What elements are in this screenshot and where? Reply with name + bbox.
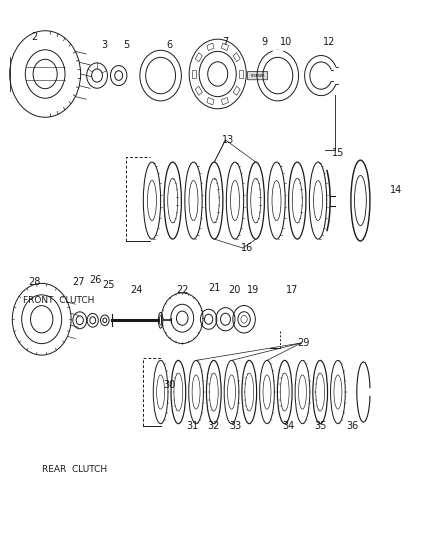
Bar — [192, 70, 197, 78]
Text: RETAINER: RETAINER — [250, 74, 265, 78]
Ellipse shape — [209, 373, 218, 411]
Text: 20: 20 — [228, 285, 240, 295]
Ellipse shape — [292, 178, 302, 223]
Ellipse shape — [159, 312, 163, 328]
Ellipse shape — [206, 360, 221, 424]
Ellipse shape — [334, 375, 342, 409]
Text: 29: 29 — [297, 338, 310, 348]
Ellipse shape — [314, 181, 322, 221]
Ellipse shape — [143, 162, 161, 239]
Ellipse shape — [277, 360, 292, 424]
Ellipse shape — [298, 375, 307, 409]
FancyBboxPatch shape — [247, 71, 268, 80]
Ellipse shape — [280, 373, 289, 411]
Text: 24: 24 — [131, 285, 143, 295]
Bar — [195, 53, 202, 62]
Text: FRONT  CLUTCH: FRONT CLUTCH — [23, 296, 95, 305]
Text: 21: 21 — [208, 282, 221, 293]
Ellipse shape — [245, 373, 254, 411]
Ellipse shape — [242, 360, 257, 424]
Ellipse shape — [263, 375, 271, 409]
Text: 33: 33 — [230, 421, 242, 431]
Ellipse shape — [260, 360, 274, 424]
Text: 2: 2 — [31, 32, 38, 42]
Text: 7: 7 — [223, 37, 229, 47]
Ellipse shape — [174, 373, 183, 411]
Ellipse shape — [228, 375, 236, 409]
Ellipse shape — [316, 373, 325, 411]
Text: 22: 22 — [176, 285, 188, 295]
Text: 26: 26 — [89, 274, 102, 285]
Bar — [233, 53, 240, 62]
Ellipse shape — [354, 175, 366, 225]
Ellipse shape — [171, 360, 186, 424]
Text: 36: 36 — [346, 421, 358, 431]
Ellipse shape — [164, 162, 181, 239]
Text: 5: 5 — [123, 40, 129, 50]
Ellipse shape — [205, 162, 223, 239]
Text: REAR  CLUTCH: REAR CLUTCH — [42, 465, 107, 474]
Ellipse shape — [230, 181, 240, 221]
Ellipse shape — [185, 162, 202, 239]
Text: 34: 34 — [282, 421, 294, 431]
Text: 15: 15 — [332, 148, 344, 158]
Ellipse shape — [189, 181, 198, 221]
Text: 14: 14 — [390, 185, 403, 195]
Text: 3: 3 — [101, 40, 107, 50]
Text: 16: 16 — [241, 243, 253, 253]
Ellipse shape — [168, 178, 178, 223]
Ellipse shape — [289, 162, 306, 239]
Bar — [195, 86, 202, 95]
Ellipse shape — [226, 162, 244, 239]
Text: 32: 32 — [208, 421, 220, 431]
Bar — [207, 98, 214, 105]
Ellipse shape — [224, 360, 239, 424]
Ellipse shape — [309, 162, 327, 239]
Ellipse shape — [331, 360, 345, 424]
Text: 25: 25 — [102, 280, 115, 290]
Bar — [233, 86, 240, 95]
Ellipse shape — [268, 162, 285, 239]
Bar — [239, 70, 243, 78]
Ellipse shape — [251, 178, 261, 223]
Ellipse shape — [272, 181, 281, 221]
Text: 27: 27 — [72, 277, 85, 287]
Text: 12: 12 — [323, 37, 336, 47]
Text: 6: 6 — [166, 40, 172, 50]
Ellipse shape — [313, 360, 328, 424]
Bar — [221, 43, 229, 51]
Text: 19: 19 — [247, 285, 259, 295]
Text: 10: 10 — [280, 37, 292, 47]
Ellipse shape — [148, 181, 156, 221]
Text: 31: 31 — [186, 421, 198, 431]
Ellipse shape — [209, 178, 219, 223]
Bar — [207, 43, 214, 51]
Ellipse shape — [351, 160, 370, 241]
Text: 28: 28 — [28, 277, 41, 287]
Text: 9: 9 — [261, 37, 268, 47]
Ellipse shape — [247, 162, 265, 239]
Ellipse shape — [189, 360, 203, 424]
Text: 17: 17 — [286, 285, 299, 295]
Ellipse shape — [295, 360, 310, 424]
Ellipse shape — [192, 375, 200, 409]
Text: 35: 35 — [314, 421, 327, 431]
Ellipse shape — [157, 375, 165, 409]
Text: 13: 13 — [222, 135, 234, 145]
Ellipse shape — [153, 360, 168, 424]
Text: 30: 30 — [163, 380, 175, 390]
Bar — [221, 98, 229, 105]
